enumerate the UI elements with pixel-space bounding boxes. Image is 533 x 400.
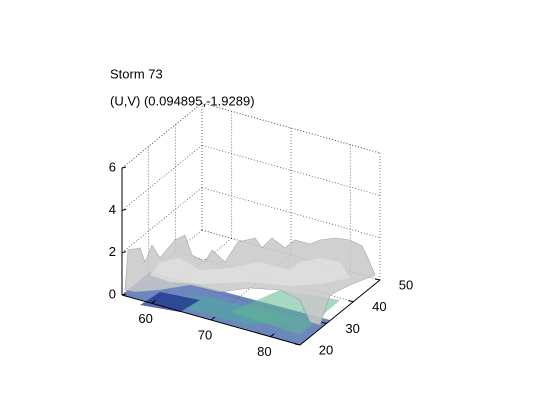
grid-line (121, 187, 203, 253)
y-axis (299, 279, 381, 346)
grid-line (201, 102, 381, 154)
surface-highlight (150, 258, 350, 286)
grid-line (121, 102, 203, 169)
x-tick (151, 299, 156, 304)
chart-title: Storm 73 (110, 66, 163, 81)
z-tick-label: 6 (109, 159, 116, 174)
y-tick-label: 50 (399, 277, 413, 292)
y-tick (321, 321, 327, 324)
y-tick-label: 40 (372, 299, 386, 314)
axes: 60 70 80 20 30 40 50 0 2 4 6 (109, 159, 413, 359)
grid-line (201, 229, 381, 281)
z-tick-label: 0 (109, 286, 116, 301)
x-tick-label: 80 (257, 344, 271, 359)
x-tick (270, 333, 275, 338)
y-tick-label: 20 (319, 342, 333, 357)
x-axis (121, 294, 301, 346)
x-tick-label: 70 (198, 327, 212, 342)
surface (122, 234, 376, 345)
z-tick-label: 4 (109, 202, 116, 217)
z-tick-label: 2 (109, 244, 116, 259)
grid-line (175, 251, 354, 303)
z-tick (121, 208, 127, 211)
x-tick (210, 316, 216, 321)
x-tick-label: 60 (138, 311, 152, 326)
y-tick (348, 300, 354, 303)
grid-line (121, 145, 203, 211)
y-tick (374, 278, 381, 281)
chart-subtitle: (U,V) (0.094895,-1.9289) (110, 93, 255, 108)
grid-line (201, 144, 381, 196)
z-tick (121, 251, 127, 254)
y-tick-label: 30 (345, 321, 359, 336)
grid-line (201, 187, 381, 239)
z-tick (121, 166, 127, 169)
floor-shade (140, 292, 200, 312)
